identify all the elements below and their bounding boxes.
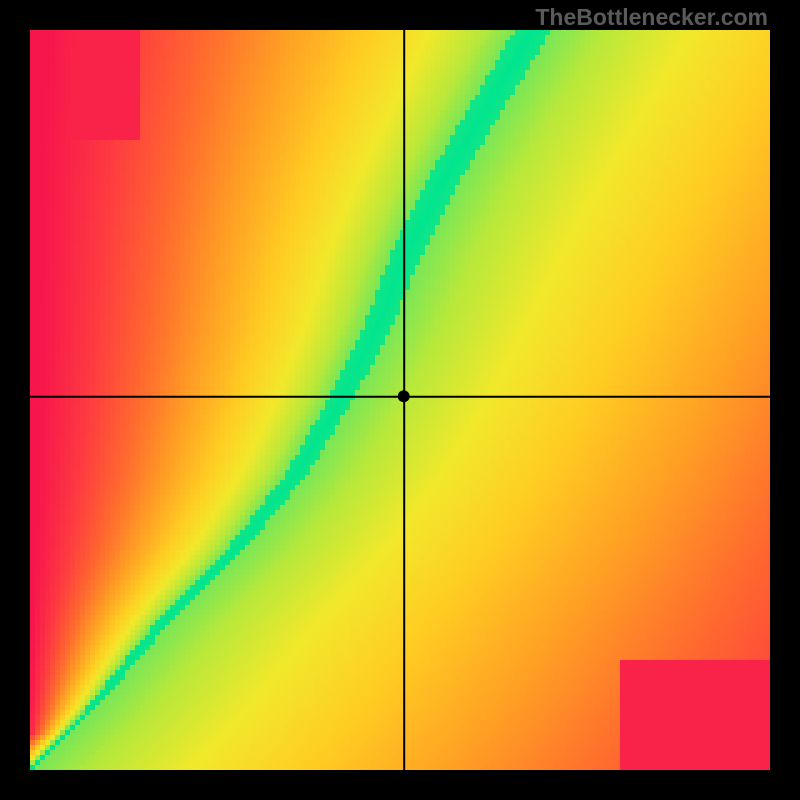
watermark-text: TheBottlenecker.com — [535, 4, 768, 31]
overlay-canvas — [30, 30, 770, 770]
plot-area — [30, 30, 770, 770]
chart-frame: TheBottlenecker.com — [0, 0, 800, 800]
